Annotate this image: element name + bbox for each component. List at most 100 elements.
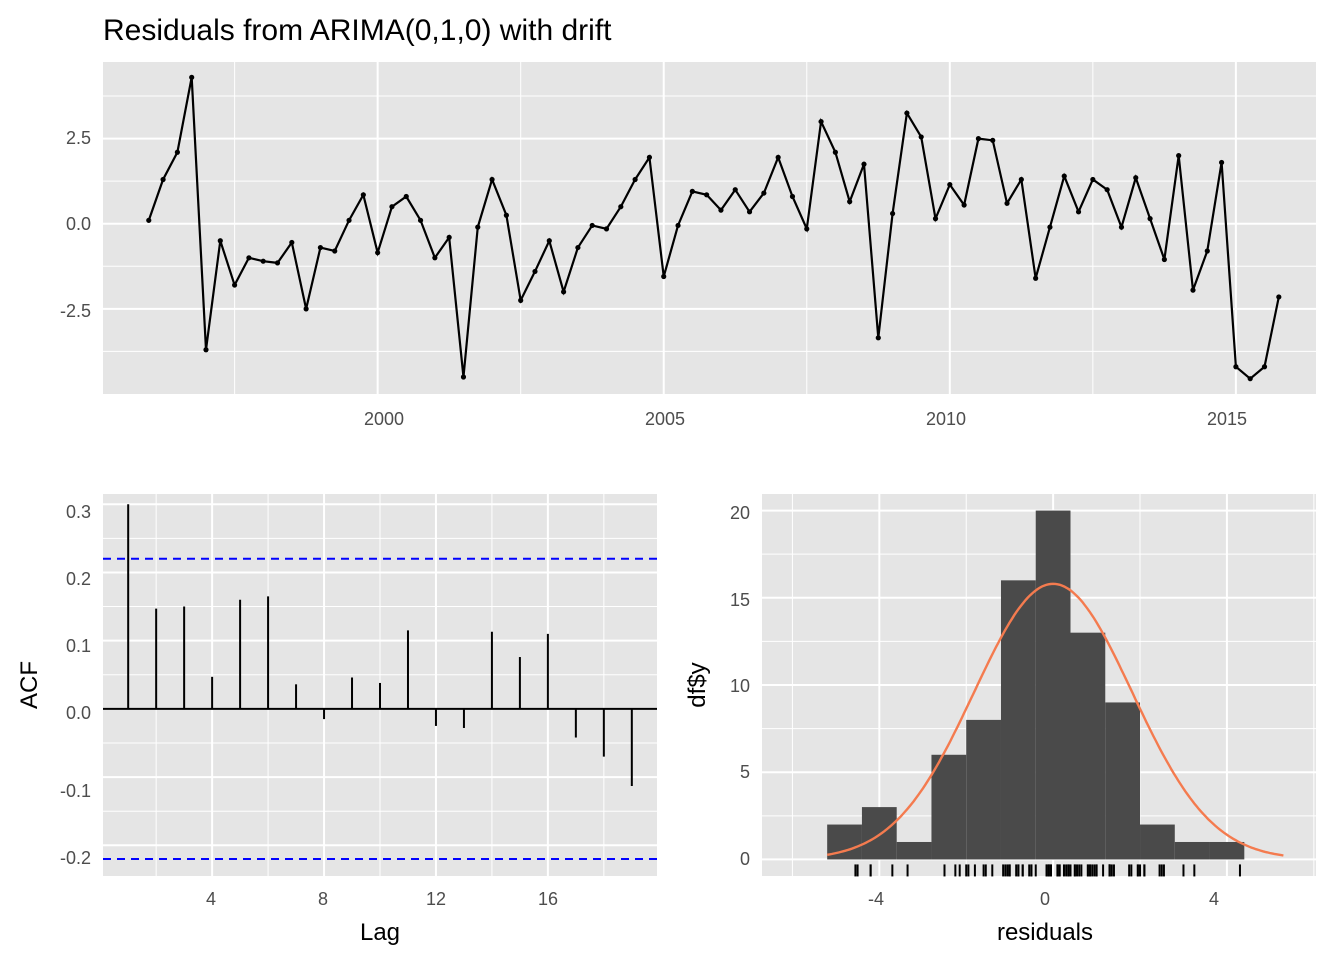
histogram-bar [896,841,932,860]
residual-point [503,212,509,218]
histogram-bar [1105,702,1141,860]
histogram-y-axis-title: df$y [684,662,711,707]
residual-point [260,258,266,264]
panel3-histogram [826,510,1284,877]
histogram-bar [1035,510,1071,860]
residual-point [217,238,223,244]
residual-point [1161,256,1167,263]
residual-point [1018,176,1024,183]
residual-point [847,199,853,205]
histogram-bar [1140,824,1175,860]
histogram-x-axis-title: residuals [997,919,1093,946]
residual-point [1176,153,1182,159]
panel2-x-tick-labels: 4 8 12 16 [206,889,558,909]
residual-point [1075,209,1082,215]
histogram-bar [861,807,897,860]
residual-point [1061,173,1067,179]
residual-point [932,216,939,222]
residual-point [904,110,910,116]
residual-point [761,190,767,196]
residual-point [1104,187,1110,193]
residual-point [632,176,638,183]
residual-point [603,226,610,232]
panel1-x-tick-label: 2000 [364,409,404,429]
panel1-x-tick-label: 2005 [645,409,685,429]
panel3-y-tick-label: 20 [730,503,750,523]
histogram-panel: 0 5 10 15 20 -4 0 4 residuals df$y [684,494,1316,946]
panel1-y-tick-label: 2.5 [66,128,91,148]
panel1-y-tick-label: 0.0 [66,214,91,234]
residual-point [661,273,667,280]
residual-point [417,217,424,223]
histogram-bar [966,719,1001,860]
residual-point [1247,376,1253,382]
panel3-x-tick-label: -4 [868,889,884,909]
residual-point [832,149,838,155]
residual-point [775,154,781,160]
residual-point [560,289,567,295]
histogram-bar [931,754,967,860]
residual-point [146,217,152,223]
panel2-x-tick-label: 12 [426,889,446,909]
residual-point [189,74,195,80]
panel3-x-tick-label: 4 [1209,889,1219,909]
panel2-y-tick-label: -0.1 [60,781,91,801]
panel2-y-tick-label: 0.0 [66,703,91,723]
residual-point [704,192,710,198]
residual-point [990,137,996,143]
panel2-x-tick-label: 8 [318,889,328,909]
residual-point [689,188,695,194]
residual-point [1204,248,1210,254]
panel1-series [146,74,1282,382]
residual-point [718,207,724,213]
residual-point [1004,200,1010,206]
residual-point [746,209,753,215]
residual-point [375,250,381,256]
histogram-bar [1174,841,1210,860]
acf-panel: -0.2 -0.1 0.0 0.1 0.2 0.3 4 8 12 16 Lag … [16,494,657,946]
residual-point [732,187,738,193]
residual-point [489,176,495,183]
histogram-bar [1209,841,1245,860]
acf-x-axis-title: Lag [360,919,400,946]
residual-point [961,202,967,208]
residual-point [317,244,324,251]
panel3-y-tick-label: 0 [740,849,750,869]
residual-point [246,255,252,261]
residual-point [646,154,653,160]
residual-point [1033,275,1039,281]
panel3-y-tick-label: 10 [730,676,750,696]
panel1-x-tick-labels: 2000 2005 2010 2015 [364,409,1247,429]
panel1-y-tick-labels: 2.5 0.0 -2.5 [60,128,91,321]
residual-point [475,224,481,230]
residual-point [1133,175,1139,181]
panel3-y-tick-label: 15 [730,590,750,610]
residual-point [1276,294,1282,300]
histogram-bar [1000,580,1036,860]
residual-point [203,347,209,353]
residual-point [1047,224,1053,230]
residual-point [618,204,624,210]
panel2-y-tick-label: 0.2 [66,569,91,589]
residual-point [1190,287,1196,293]
panel2-x-tick-label: 4 [206,889,216,909]
residual-point [1090,176,1096,183]
panel2-acf-bars [103,504,657,860]
residual-point [1261,364,1268,370]
panel2-y-tick-label: 0.1 [66,636,91,656]
residual-point [947,181,953,188]
normal-density-curve [826,582,1284,857]
residuals-time-series-panel: 2.5 0.0 -2.5 2000 2005 2010 2015 [60,62,1316,429]
residual-point [389,204,395,210]
residual-point [1147,216,1153,222]
residual-point [918,134,924,140]
panel1-x-tick-label: 2015 [1207,409,1247,429]
residual-point [160,176,166,183]
residual-point [346,217,352,223]
residual-point [546,238,552,244]
residual-point [432,255,438,261]
residual-point [675,222,681,229]
panel1-y-tick-label: -2.5 [60,301,91,321]
panel3-y-tick-label: 5 [740,762,750,782]
